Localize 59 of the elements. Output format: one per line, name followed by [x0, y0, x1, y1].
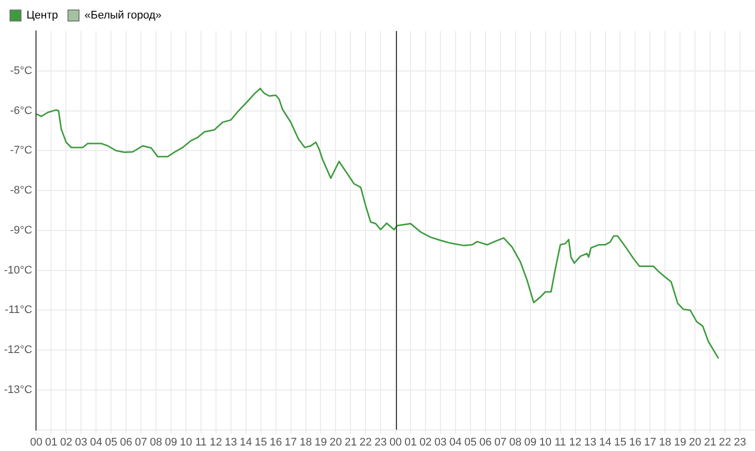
- x-tick-label: 16: [270, 436, 282, 448]
- x-tick-label: 06: [479, 436, 492, 448]
- x-tick-label: 13: [224, 436, 238, 448]
- y-tick-label: -6°C: [10, 104, 32, 117]
- x-tick-label: 04: [449, 436, 462, 448]
- legend-label: Центр: [26, 10, 58, 22]
- x-tick-label: 09: [524, 436, 537, 448]
- x-tick-label: 02: [60, 436, 72, 448]
- x-tick-label: 01: [45, 436, 58, 448]
- x-tick-label: 17: [644, 436, 656, 448]
- x-tick-label: 03: [434, 436, 447, 448]
- legend-label: «Белый город»: [84, 10, 162, 22]
- y-tick-label: -9°C: [10, 224, 32, 236]
- y-tick-label: -11°C: [4, 304, 32, 316]
- y-tick-label: -10°C: [4, 264, 32, 276]
- x-tick-label: 11: [554, 436, 566, 448]
- x-tick-label: 17: [284, 436, 297, 448]
- x-tick-label: 07: [134, 436, 148, 448]
- x-tick-label: 07: [494, 436, 507, 448]
- x-tick-label: 11: [195, 436, 207, 448]
- x-tick-label: 10: [180, 436, 192, 448]
- x-tick-label: 20: [330, 436, 342, 448]
- y-tick-label: -12°C: [4, 344, 32, 356]
- x-tick-label: 06: [120, 436, 132, 448]
- x-tick-label: 03: [75, 436, 88, 448]
- x-tick-label: 19: [674, 436, 686, 448]
- x-tick-label: 00: [30, 436, 42, 448]
- x-tick-label: 02: [419, 436, 432, 448]
- x-tick-label: 21: [704, 436, 716, 448]
- x-tick-label: 13: [584, 436, 596, 448]
- x-tick-label: 22: [718, 436, 732, 448]
- x-tick-label: 04: [90, 436, 102, 448]
- y-tick-label: -8°C: [10, 184, 32, 197]
- x-tick-label: 12: [569, 436, 582, 448]
- x-tick-label: 20: [688, 436, 702, 448]
- x-tick-label: 08: [150, 436, 162, 448]
- x-tick-label: 05: [104, 436, 118, 448]
- x-tick-label: 10: [539, 436, 552, 448]
- y-tick-label: -13°C: [4, 384, 32, 396]
- x-tick-label: 05: [464, 436, 477, 448]
- x-tick-label: 00: [389, 436, 402, 448]
- x-tick-label: 12: [210, 436, 222, 448]
- y-tick-label: -7°C: [10, 144, 32, 157]
- x-tick-label: 01: [404, 436, 417, 448]
- x-tick-label: 16: [629, 436, 642, 448]
- x-tick-label: 23: [734, 436, 746, 448]
- x-tick-label: 18: [300, 436, 312, 448]
- x-tick-label: 08: [509, 436, 522, 448]
- x-tick-label: 09: [164, 436, 178, 448]
- x-tick-label: 21: [344, 436, 357, 448]
- x-tick-label: 22: [360, 436, 372, 448]
- x-tick-label: 19: [314, 436, 327, 448]
- x-tick-label: 14: [240, 436, 252, 448]
- x-tick-label: 15: [614, 436, 626, 448]
- x-tick-label: 15: [254, 436, 267, 448]
- x-tick-label: 14: [599, 436, 612, 448]
- y-tick-label: -5°C: [10, 64, 32, 77]
- x-tick-label: 18: [659, 436, 672, 448]
- x-tick-label: 23: [374, 436, 387, 448]
